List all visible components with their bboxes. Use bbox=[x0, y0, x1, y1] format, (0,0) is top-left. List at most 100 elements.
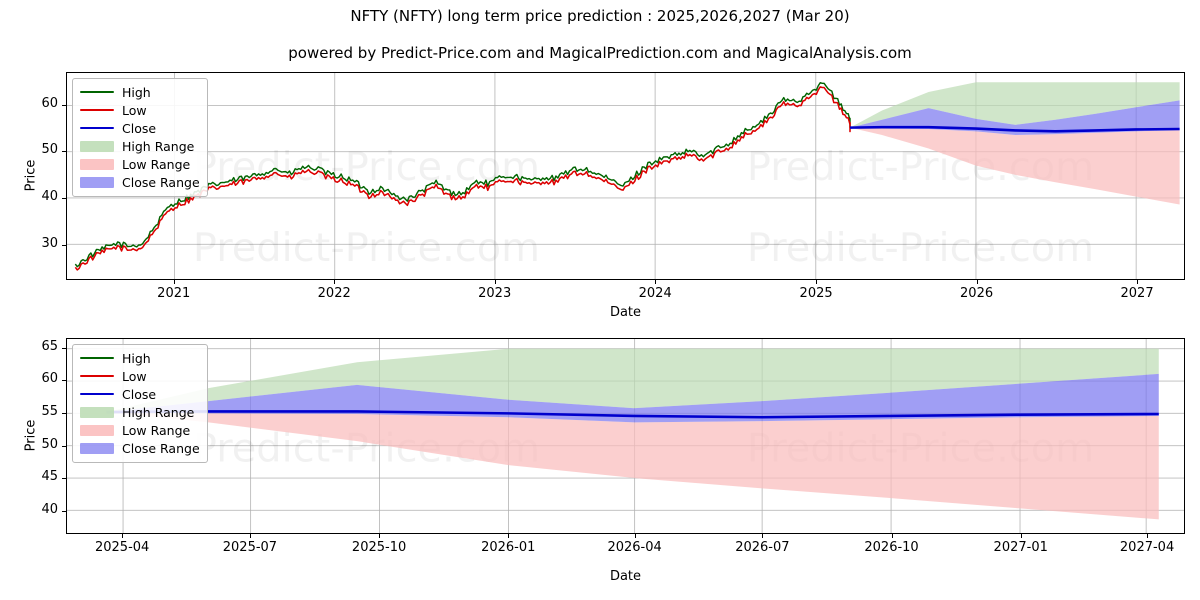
overview-x-tick-label: 2025 bbox=[799, 286, 833, 301]
x-tick-mark bbox=[634, 534, 636, 538]
legend-swatch-graphic bbox=[80, 127, 114, 130]
x-tick-mark bbox=[1020, 534, 1022, 538]
high-range-band bbox=[106, 348, 1159, 413]
legend-patch-swatch bbox=[80, 423, 114, 437]
overview-legend: High Low Close High Range Low Range Close Ran… bbox=[72, 78, 208, 197]
legend-item-high: High bbox=[80, 83, 200, 101]
x-tick-mark bbox=[334, 280, 336, 284]
overview-y-tick-label: 50 bbox=[41, 142, 58, 158]
y-tick-mark bbox=[62, 244, 66, 246]
legend-line-swatch bbox=[80, 121, 114, 135]
x-tick-mark bbox=[976, 280, 978, 284]
forecast-detail-y-tick-label: 55 bbox=[41, 404, 58, 420]
legend-item-label: High Range bbox=[122, 404, 195, 420]
legend-swatch-graphic bbox=[80, 357, 114, 360]
x-tick-mark bbox=[508, 534, 510, 538]
legend-line-swatch bbox=[80, 387, 114, 401]
forecast-detail-x-tick-label: 2026-10 bbox=[864, 540, 919, 555]
legend-item-label: Close bbox=[122, 120, 157, 136]
y-tick-mark bbox=[62, 104, 66, 106]
legend-item-low-range: Low Range bbox=[80, 155, 200, 173]
x-tick-mark bbox=[891, 534, 893, 538]
legend-item-close-range: Close Range bbox=[80, 173, 200, 191]
legend-item-label: Low Range bbox=[122, 422, 191, 438]
watermark-text: Predict-Price.com bbox=[747, 225, 1094, 271]
forecast-detail-x-tick-label: 2027-04 bbox=[1119, 540, 1175, 555]
legend-item-high-range: High Range bbox=[80, 403, 200, 421]
legend-swatch-graphic bbox=[80, 443, 114, 454]
legend-swatch-graphic bbox=[80, 177, 114, 188]
legend-swatch-graphic bbox=[80, 393, 114, 396]
forecast-detail-y-tick-label: 65 bbox=[41, 338, 58, 354]
x-tick-mark bbox=[122, 534, 124, 538]
overview-x-tick-label: 2026 bbox=[960, 286, 994, 301]
forecast-detail-x-axis-label: Date bbox=[609, 569, 642, 584]
low-range-band bbox=[849, 127, 1180, 205]
legend-item-label: High Range bbox=[122, 138, 195, 154]
overview-x-tick-label: 2027 bbox=[1120, 286, 1154, 301]
forecast-detail-x-tick-label: 2026-01 bbox=[481, 540, 536, 555]
y-tick-mark bbox=[62, 347, 66, 349]
watermark-text: Predict-Price.com bbox=[193, 144, 540, 190]
overview-x-tick-label: 2024 bbox=[638, 286, 672, 301]
legend-item-label: High bbox=[122, 84, 151, 100]
overview-y-tick-label: 60 bbox=[41, 95, 58, 111]
overview-plot-area: Predict-Price.com Predict-Price.com Predic… bbox=[66, 72, 1185, 280]
x-tick-mark bbox=[494, 280, 496, 284]
x-tick-mark bbox=[1147, 534, 1149, 538]
x-tick-mark bbox=[249, 534, 251, 538]
legend-patch-swatch bbox=[80, 157, 114, 171]
x-tick-mark bbox=[762, 534, 764, 538]
y-tick-mark bbox=[62, 413, 66, 415]
legend-item-close-range: Close Range bbox=[80, 439, 200, 457]
legend-item-low-range: Low Range bbox=[80, 421, 200, 439]
forecast-detail-y-tick-label: 40 bbox=[41, 502, 58, 518]
forecast-detail-x-tick-label: 2026-04 bbox=[607, 540, 662, 555]
overview-x-tick-label: 2023 bbox=[478, 286, 512, 301]
y-tick-mark bbox=[62, 511, 66, 513]
legend-item-high: High bbox=[80, 349, 200, 367]
legend-item-low: Low bbox=[80, 101, 200, 119]
legend-swatch-graphic bbox=[80, 425, 114, 436]
chart-title: NFTY (NFTY) long term price prediction :… bbox=[350, 7, 850, 25]
forecast-detail-x-tick-label: 2027-01 bbox=[993, 540, 1048, 555]
legend-item-close: Close bbox=[80, 385, 200, 403]
legend-swatch-graphic bbox=[80, 375, 114, 378]
x-tick-mark bbox=[816, 280, 818, 284]
x-tick-mark bbox=[1137, 280, 1139, 284]
x-tick-mark bbox=[173, 280, 175, 284]
overview-plot-svg: Predict-Price.com Predict-Price.com Predic… bbox=[67, 73, 1184, 279]
y-tick-mark bbox=[62, 445, 66, 447]
overview-y-tick-label: 30 bbox=[41, 235, 58, 251]
y-tick-mark bbox=[62, 380, 66, 382]
legend-line-swatch bbox=[80, 85, 114, 99]
legend-swatch-graphic bbox=[80, 91, 114, 94]
legend-patch-swatch bbox=[80, 175, 114, 189]
legend-item-label: Close bbox=[122, 386, 157, 402]
overview-x-tick-label: 2022 bbox=[317, 286, 351, 301]
legend-swatch-graphic bbox=[80, 159, 114, 170]
legend-patch-swatch bbox=[80, 441, 114, 455]
high-range-band bbox=[849, 82, 1180, 128]
close-forecast-line bbox=[849, 125, 1180, 133]
legend-swatch-graphic bbox=[80, 109, 114, 112]
legend-swatch-graphic bbox=[80, 141, 114, 152]
legend-line-swatch bbox=[80, 103, 114, 117]
forecast-detail-x-tick-label: 2025-10 bbox=[351, 540, 407, 555]
forecast-detail-legend: High Low Close High Range Low Range Close Ran… bbox=[72, 344, 208, 463]
low-range-band bbox=[106, 412, 1159, 520]
x-tick-mark bbox=[655, 280, 657, 284]
forecast-detail-y-tick-label: 45 bbox=[41, 469, 58, 485]
legend-item-label: Low Range bbox=[122, 156, 191, 172]
overview-y-tick-label: 40 bbox=[41, 189, 58, 205]
y-tick-mark bbox=[62, 151, 66, 153]
y-tick-mark bbox=[62, 478, 66, 480]
legend-patch-swatch bbox=[80, 405, 114, 419]
forecast-detail-x-tick-label: 2025-04 bbox=[94, 540, 150, 555]
legend-item-high-range: High Range bbox=[80, 137, 200, 155]
close-forecast-line bbox=[106, 410, 1159, 419]
forecast-detail-x-tick-label: 2025-07 bbox=[222, 540, 278, 555]
legend-swatch-graphic bbox=[80, 407, 114, 418]
